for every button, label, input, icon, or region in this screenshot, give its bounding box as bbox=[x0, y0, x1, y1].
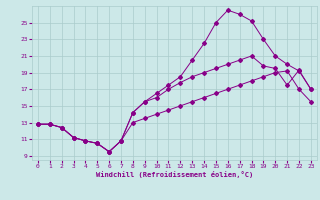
X-axis label: Windchill (Refroidissement éolien,°C): Windchill (Refroidissement éolien,°C) bbox=[96, 171, 253, 178]
